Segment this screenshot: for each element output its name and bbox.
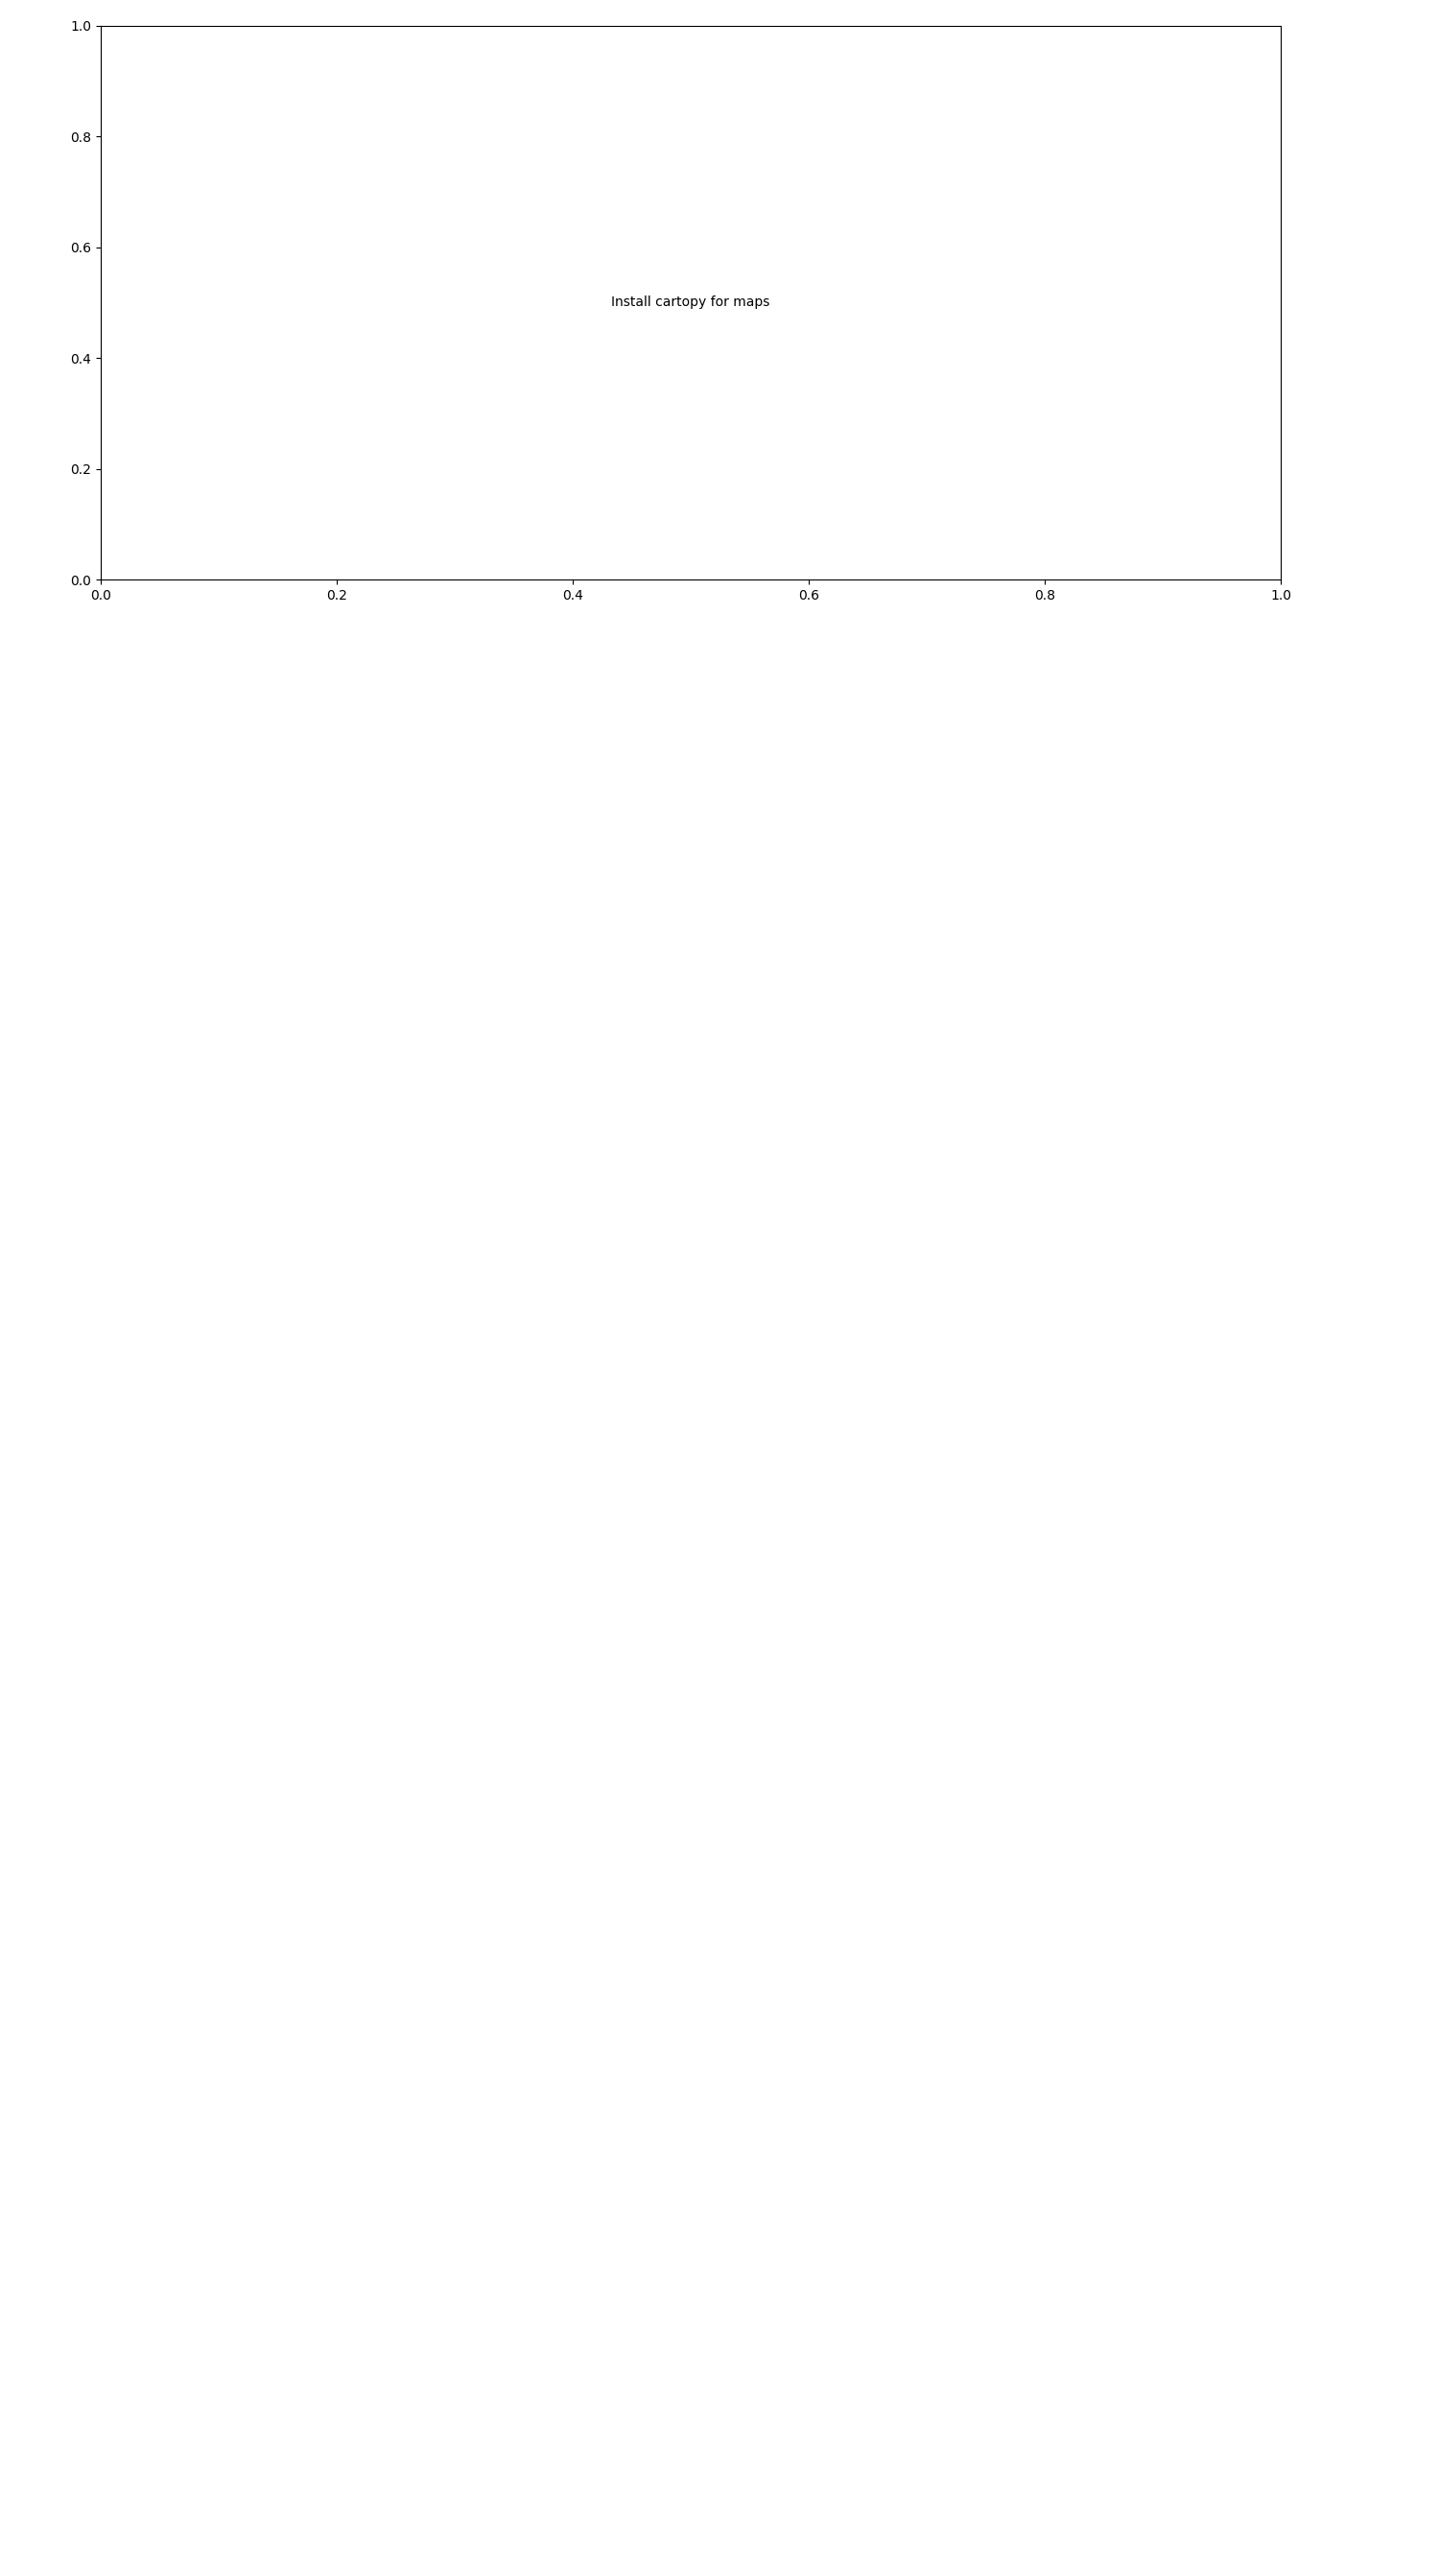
Text: Install cartopy for maps: Install cartopy for maps (612, 296, 770, 309)
